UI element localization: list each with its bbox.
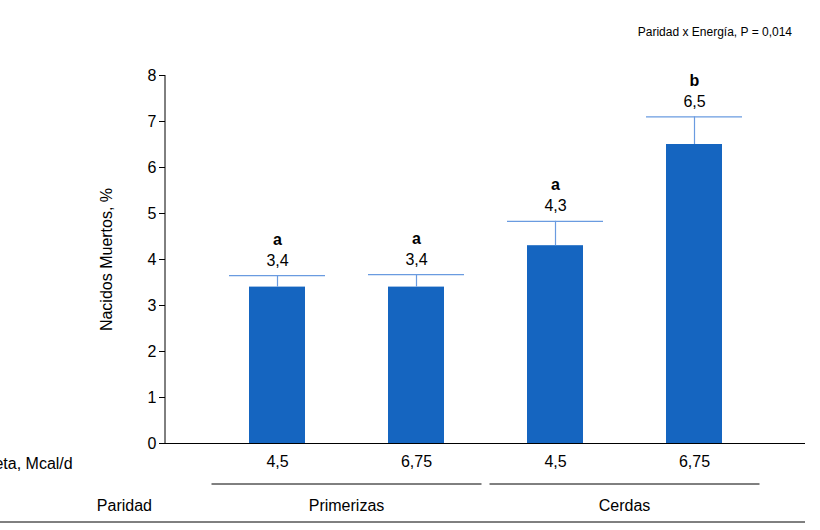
svg-text:2: 2: [148, 343, 157, 360]
svg-text:4,5: 4,5: [266, 453, 288, 470]
svg-text:a: a: [551, 176, 560, 193]
svg-text:6,75: 6,75: [679, 453, 710, 470]
svg-text:Primerizas: Primerizas: [309, 497, 385, 514]
svg-text:4,3: 4,3: [544, 197, 566, 214]
svg-text:5: 5: [148, 205, 157, 222]
svg-text:3,4: 3,4: [266, 252, 288, 269]
svg-text:6,5: 6,5: [683, 93, 705, 110]
svg-text:8: 8: [148, 67, 157, 84]
svg-text:1: 1: [148, 389, 157, 406]
svg-text:Paridad: Paridad: [97, 497, 152, 514]
svg-text:b: b: [690, 72, 700, 89]
svg-text:7: 7: [148, 113, 157, 130]
svg-text:Energ. Neta, Mcal/d: Energ. Neta, Mcal/d: [0, 455, 73, 472]
svg-text:4,5: 4,5: [544, 453, 566, 470]
svg-text:Paridad x Energía, P = 0,014: Paridad x Energía, P = 0,014: [638, 25, 793, 39]
svg-text:Cerdas: Cerdas: [599, 497, 651, 514]
svg-text:0: 0: [148, 435, 157, 452]
svg-text:a: a: [273, 231, 282, 248]
svg-text:a: a: [412, 230, 421, 247]
svg-text:6: 6: [148, 159, 157, 176]
svg-text:3,4: 3,4: [405, 251, 427, 268]
svg-text:3: 3: [148, 297, 157, 314]
svg-text:4: 4: [148, 251, 157, 268]
svg-text:6,75: 6,75: [401, 453, 432, 470]
svg-text:Nacidos Muertos, %: Nacidos Muertos, %: [98, 188, 115, 331]
